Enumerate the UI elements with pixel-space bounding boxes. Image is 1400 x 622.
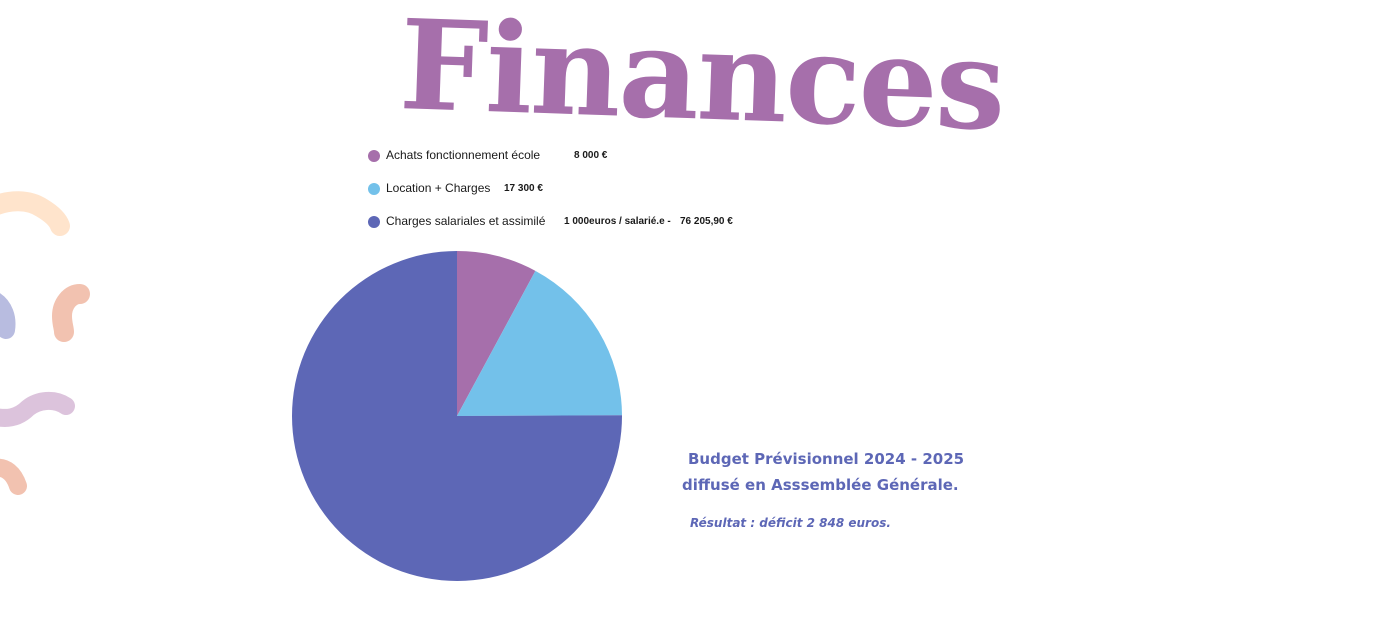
legend-value: 17 300 €	[504, 183, 543, 194]
decorative-squiggles	[0, 191, 90, 495]
salmon-squiggle-lower	[0, 458, 27, 495]
legend-value: 8 000 €	[574, 150, 608, 161]
legend-label: Charges salariales et assimilé	[386, 214, 546, 228]
legend-value: 76 205,90 €	[680, 216, 733, 227]
result-text: Résultat : déficit 2 848 euros.	[690, 516, 891, 530]
legend-swatch	[368, 150, 380, 162]
peach-squiggle	[0, 191, 70, 236]
legend-swatch	[368, 216, 380, 228]
lavender-squiggle	[0, 293, 16, 339]
pie-slice-3	[291, 251, 623, 581]
legend-label: Achats fonctionnement école	[386, 148, 541, 162]
lilac-squiggle	[0, 392, 75, 427]
pie-slice-2	[457, 270, 622, 416]
pie-slice-1	[457, 251, 536, 416]
legend-extra: 1 000euros / salarié.e -	[564, 216, 671, 227]
legend-swatch	[368, 183, 380, 195]
caption-line-2: diffusé en Asssemblée Générale.	[682, 476, 959, 494]
caption-line-1: Budget Prévisionnel 2024 - 2025	[688, 450, 965, 468]
budget-caption: Budget Prévisionnel 2024 - 2025 diffusé …	[682, 446, 964, 498]
salmon-squiggle-upper	[51, 284, 90, 342]
legend-label: Location + Charges	[386, 181, 491, 195]
